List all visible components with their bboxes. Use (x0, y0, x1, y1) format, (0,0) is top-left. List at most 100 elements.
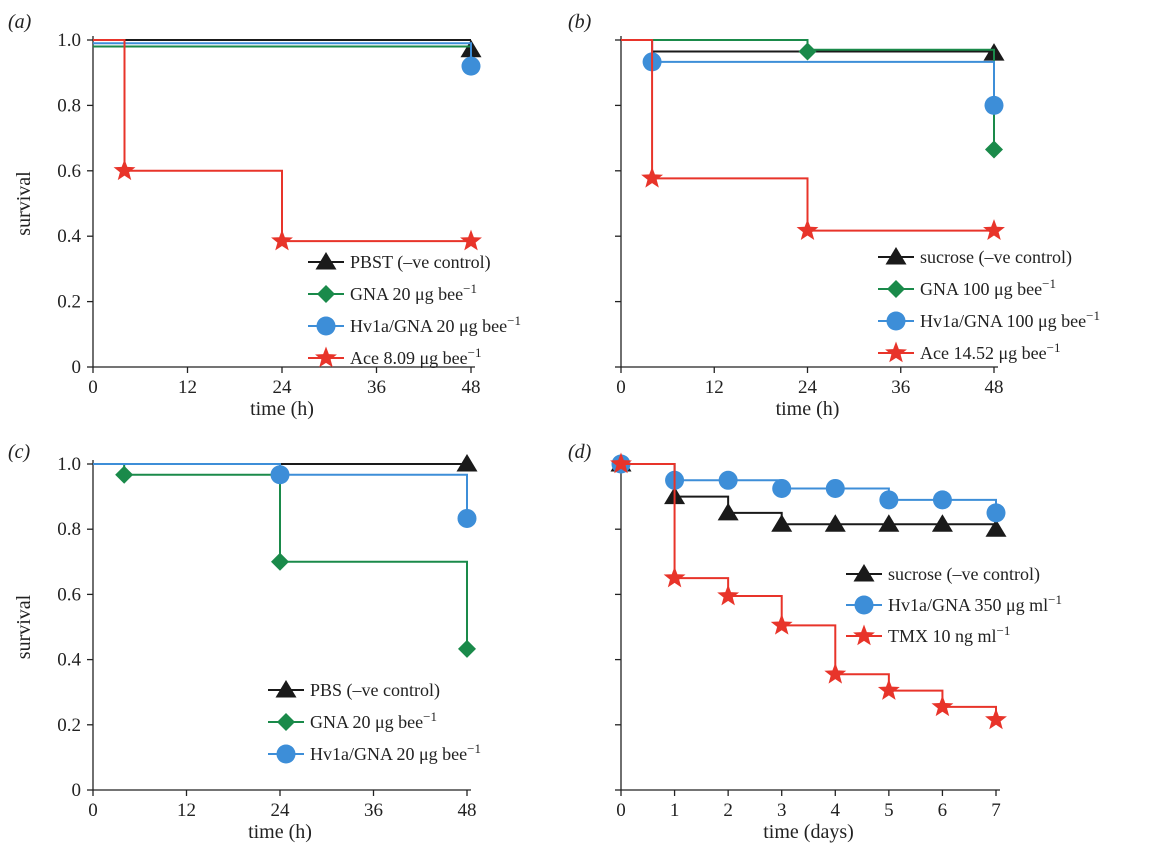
data-point-marker (825, 478, 845, 498)
legend-label: Hv1a/GNA 100 μg bee−1 (920, 308, 1100, 331)
x-axis-title: time (h) (776, 398, 840, 420)
x-tick-label: 2 (723, 800, 733, 821)
legend-label: sucrose (–ve control) (920, 247, 1072, 268)
x-tick-label: 1 (670, 800, 680, 821)
legend-label: GNA 100 μg bee−1 (920, 276, 1056, 299)
x-tick-label: 6 (938, 800, 948, 821)
data-point-marker (456, 454, 478, 472)
legend-label: Hv1a/GNA 20 μg bee−1 (310, 741, 481, 764)
x-tick-label: 24 (271, 800, 291, 821)
data-point-marker (985, 519, 1007, 537)
data-point-marker (878, 514, 900, 532)
data-point-marker (985, 708, 1007, 730)
legend-label: PBS (–ve control) (310, 680, 440, 701)
data-point-marker (824, 662, 847, 684)
legend: PBS (–ve control) GNA 20 μg bee−1 Hv1a/GNA… (268, 680, 481, 764)
x-tick-label: 0 (88, 800, 98, 821)
data-point-marker (460, 229, 482, 251)
y-axis-title: survival (13, 171, 35, 236)
y-tick-label: 0.8 (57, 519, 81, 540)
data-point-marker (983, 219, 1005, 240)
y-tick-label: 1.0 (57, 30, 81, 51)
legend-marker (315, 346, 337, 368)
x-tick-label: 36 (364, 800, 383, 821)
legend-superscript: −1 (1048, 592, 1062, 607)
data-point-marker (641, 166, 664, 188)
series-line (621, 39, 994, 232)
series-line (93, 39, 471, 243)
legend-marker (853, 564, 875, 582)
legend-label: TMX 10 ng ml−1 (888, 623, 1010, 646)
data-point-marker (932, 490, 952, 510)
legend-marker (885, 247, 907, 265)
legend-label: Ace 8.09 μg bee−1 (350, 345, 481, 368)
legend-superscript: −1 (463, 281, 477, 296)
x-tick-label: 36 (367, 377, 386, 398)
data-point-marker (796, 219, 819, 240)
legend: PBST (–ve control) GNA 20 μg bee−1 Hv1a/GN… (308, 252, 521, 368)
x-tick-label: 3 (777, 800, 787, 821)
data-point-marker (717, 584, 740, 606)
y-tick-label: 0.4 (57, 226, 81, 247)
y-tick-label: 1.0 (57, 454, 81, 475)
data-point-marker (458, 639, 476, 658)
legend-marker (275, 680, 297, 698)
data-point-marker (115, 465, 134, 484)
x-tick-label: 36 (891, 377, 910, 398)
x-tick-label: 5 (884, 800, 894, 821)
legend-marker (277, 713, 295, 731)
data-point-marker (457, 508, 477, 528)
data-point-marker (270, 465, 290, 485)
data-point-marker (931, 695, 954, 717)
data-point-marker (771, 514, 793, 532)
y-tick-label: 0 (72, 780, 82, 801)
x-tick-label: 12 (705, 377, 724, 398)
x-tick-label: 0 (616, 377, 626, 398)
data-point-marker (985, 140, 1003, 159)
x-tick-label: 24 (273, 377, 293, 398)
x-tick-label: 24 (798, 377, 818, 398)
data-point-marker (770, 613, 793, 635)
legend-marker (885, 341, 907, 363)
legend: sucrose (–ve control) Hv1a/GNA 350 μg ml−… (846, 564, 1062, 646)
data-point-marker (984, 95, 1004, 115)
legend-marker (887, 280, 905, 298)
series-toxin (621, 39, 1005, 240)
x-tick-label: 7 (991, 800, 1001, 821)
data-point-marker (717, 502, 739, 521)
series-toxin (610, 452, 1007, 730)
data-point-marker (663, 566, 686, 588)
x-tick-label: 48 (462, 377, 481, 398)
data-point-marker (879, 490, 899, 510)
legend-marker (853, 624, 875, 646)
legend-superscript: −1 (507, 313, 521, 328)
y-tick-label: 0.6 (57, 161, 81, 182)
legend-superscript: −1 (1042, 276, 1056, 291)
series-gna (621, 39, 1003, 159)
data-point-marker (931, 514, 953, 532)
legend-superscript: −1 (468, 345, 482, 360)
series-toxin (93, 39, 482, 251)
x-tick-label: 4 (831, 800, 841, 821)
legend-marker (854, 595, 874, 615)
panel-label: (d) (568, 441, 592, 463)
legend-marker (316, 316, 336, 336)
y-tick-label: 0.8 (57, 95, 81, 116)
legend-marker (886, 311, 906, 331)
legend: sucrose (–ve control) GNA 100 μg bee−1 Hv1… (878, 247, 1100, 363)
panel-label: (a) (8, 11, 32, 33)
series-line (93, 45, 472, 67)
y-tick-label: 0.6 (57, 584, 81, 605)
y-tick-label: 0.2 (57, 292, 81, 313)
legend-marker (315, 252, 337, 270)
chart-panel: (a) 0 12 24 36 48 0 0.2 0.4 0.6 0.8 1.0 time (h) surv… (8, 11, 521, 420)
series-hv1a (93, 463, 477, 528)
data-point-marker (271, 552, 289, 571)
legend-label: GNA 20 μg bee−1 (310, 709, 437, 732)
data-point-marker (772, 478, 792, 498)
data-point-marker (271, 229, 293, 251)
legend-label: Hv1a/GNA 20 μg bee−1 (350, 313, 521, 336)
y-axis-title: survival (13, 594, 35, 659)
y-tick-label: 0.4 (57, 650, 81, 671)
